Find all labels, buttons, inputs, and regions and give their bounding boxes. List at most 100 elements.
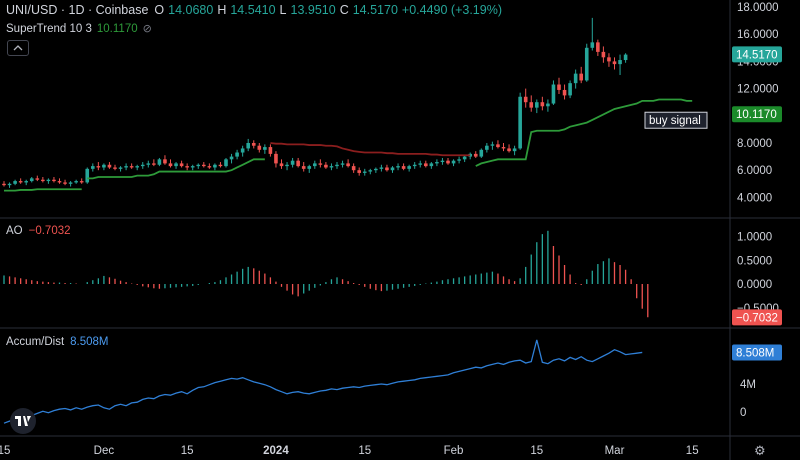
candle[interactable] xyxy=(385,164,389,172)
candle[interactable] xyxy=(168,159,173,168)
candle[interactable] xyxy=(557,77,561,95)
candle[interactable] xyxy=(190,164,195,171)
candle[interactable] xyxy=(74,179,78,184)
symbol-title[interactable]: UNI/USD · 1D · Coinbase xyxy=(6,3,149,17)
candle[interactable] xyxy=(607,53,611,67)
candle[interactable] xyxy=(623,53,628,63)
candle[interactable] xyxy=(523,88,528,108)
candle[interactable] xyxy=(313,160,317,169)
candle[interactable] xyxy=(52,177,56,183)
candle[interactable] xyxy=(451,159,456,167)
candle[interactable] xyxy=(46,178,51,184)
supertrend-legend[interactable]: SuperTrend 10 3 10.1170 ⊘ xyxy=(6,22,152,35)
candle[interactable] xyxy=(368,168,373,175)
candle[interactable] xyxy=(429,162,434,169)
candle[interactable] xyxy=(573,69,578,89)
candle[interactable] xyxy=(274,151,278,168)
candle[interactable] xyxy=(424,160,428,168)
candle[interactable] xyxy=(562,84,567,100)
candle[interactable] xyxy=(512,145,517,156)
candle[interactable] xyxy=(440,157,445,165)
candle[interactable] xyxy=(462,155,467,163)
candle[interactable] xyxy=(446,157,450,165)
candle[interactable] xyxy=(235,149,239,160)
candle[interactable] xyxy=(407,164,411,172)
candle[interactable] xyxy=(257,143,262,153)
candle[interactable] xyxy=(107,162,112,169)
candle[interactable] xyxy=(85,167,90,184)
candle[interactable] xyxy=(529,95,534,112)
candle[interactable] xyxy=(63,179,67,186)
candle[interactable] xyxy=(179,160,184,168)
candle[interactable] xyxy=(612,57,617,70)
candle[interactable] xyxy=(174,162,178,169)
tradingview-logo-icon[interactable] xyxy=(10,408,36,434)
price-pane[interactable]: buy signal xyxy=(2,17,708,192)
candle[interactable] xyxy=(102,163,106,171)
candle[interactable] xyxy=(301,162,306,172)
candle[interactable] xyxy=(374,167,378,173)
candle[interactable] xyxy=(435,159,439,167)
candle[interactable] xyxy=(318,159,323,168)
candle[interactable] xyxy=(551,80,556,105)
candle[interactable] xyxy=(324,162,328,169)
candle[interactable] xyxy=(41,177,45,183)
collapse-legend-button[interactable] xyxy=(7,40,29,56)
candle[interactable] xyxy=(146,160,151,168)
candle[interactable] xyxy=(18,178,23,184)
candle[interactable] xyxy=(496,140,500,149)
candle[interactable] xyxy=(2,181,6,187)
candle[interactable] xyxy=(457,156,461,164)
candle[interactable] xyxy=(124,163,128,171)
candle[interactable] xyxy=(590,17,595,51)
candle[interactable] xyxy=(401,163,406,171)
candle[interactable] xyxy=(240,145,245,157)
candle[interactable] xyxy=(57,178,62,184)
ao-pane[interactable] xyxy=(3,230,649,318)
candle[interactable] xyxy=(579,66,583,84)
candle[interactable] xyxy=(418,160,423,168)
candle[interactable] xyxy=(335,162,339,169)
candle[interactable] xyxy=(140,162,145,169)
candle[interactable] xyxy=(35,175,40,182)
candle[interactable] xyxy=(490,141,495,150)
candle[interactable] xyxy=(96,162,101,171)
candle[interactable] xyxy=(118,166,123,172)
candle[interactable] xyxy=(13,179,17,186)
candle[interactable] xyxy=(251,140,256,149)
candle[interactable] xyxy=(584,43,589,82)
candle[interactable] xyxy=(246,138,250,152)
candle[interactable] xyxy=(596,39,600,56)
candle[interactable] xyxy=(129,163,134,169)
candle[interactable] xyxy=(473,151,478,158)
candle[interactable] xyxy=(379,164,384,172)
candle[interactable] xyxy=(202,162,206,168)
candle[interactable] xyxy=(29,177,34,183)
candle[interactable] xyxy=(390,166,395,173)
candle[interactable] xyxy=(362,168,367,176)
candle[interactable] xyxy=(329,163,334,171)
candle[interactable] xyxy=(268,144,273,157)
candle[interactable] xyxy=(7,182,12,188)
eye-off-icon[interactable]: ⊘ xyxy=(142,23,152,35)
candle[interactable] xyxy=(207,163,212,169)
candle[interactable] xyxy=(24,179,28,186)
candle[interactable] xyxy=(307,164,312,173)
candle[interactable] xyxy=(285,162,289,171)
candle[interactable] xyxy=(68,181,73,187)
candle[interactable] xyxy=(351,163,356,173)
candle[interactable] xyxy=(485,143,489,153)
candle[interactable] xyxy=(346,159,350,168)
candle[interactable] xyxy=(535,99,539,114)
candle[interactable] xyxy=(340,160,345,168)
candle[interactable] xyxy=(152,159,156,167)
candle[interactable] xyxy=(229,153,234,164)
buy-signal-box[interactable] xyxy=(644,111,708,129)
candle[interactable] xyxy=(518,92,522,150)
candle[interactable] xyxy=(507,144,511,153)
candle[interactable] xyxy=(546,99,550,112)
candle[interactable] xyxy=(501,143,506,152)
ao-legend[interactable]: AO −0.7032 xyxy=(6,225,71,237)
candle[interactable] xyxy=(568,80,572,99)
